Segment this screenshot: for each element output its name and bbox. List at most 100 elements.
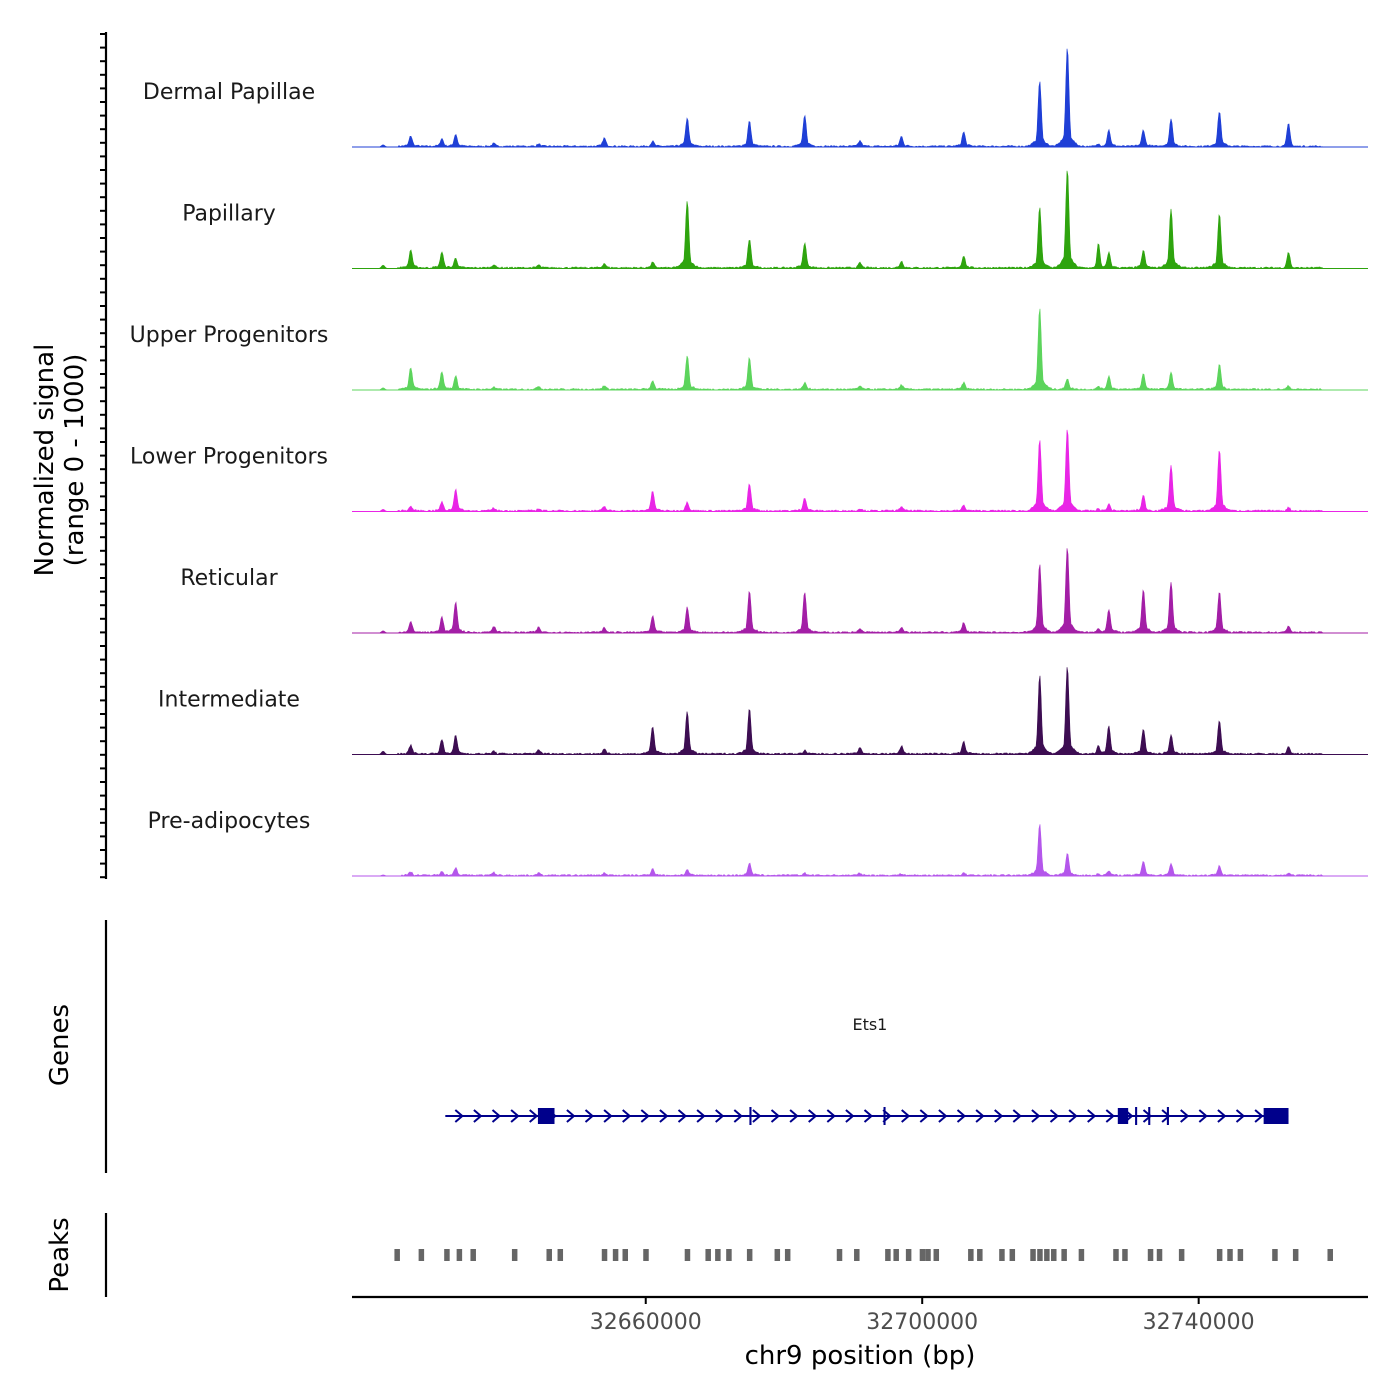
peak-region [1227,1249,1233,1261]
peak-region [1178,1249,1185,1261]
peak-region [715,1249,721,1261]
peak-region [746,1249,753,1261]
track-signal-area [352,667,1368,755]
peak-region [622,1249,629,1261]
gene-exon [883,1107,886,1125]
track-signal-area [352,548,1368,634]
gene-strand-arrow [1217,1109,1227,1123]
peak-region [557,1249,564,1261]
gene-strand-arrow [863,1109,874,1123]
peak-region [511,1249,518,1261]
track-signal-area [352,429,1368,512]
gene-label: Ets1 [852,1015,887,1034]
track-label: Pre-adipocytes [148,809,311,834]
peak-region [601,1249,608,1261]
gene-strand-arrow [1068,1109,1078,1123]
gene-strand-arrow [473,1109,483,1123]
peak-region [726,1249,732,1261]
x-tick-label: 32740000 [1143,1310,1255,1335]
track-signal-area [352,170,1368,269]
gene-strand-arrow [677,1109,688,1123]
peak-region [1051,1249,1057,1261]
gene-strand-arrow [454,1109,464,1123]
gene-strand-arrow [1049,1109,1060,1123]
peak-region [705,1249,711,1261]
peak-region [684,1249,691,1261]
peak-region [836,1249,843,1261]
track-label: Papillary [182,202,276,227]
gene-strand-arrow [994,1109,1004,1123]
peak-region [854,1249,860,1261]
gene-strand-arrow [584,1109,595,1123]
gene-strand-arrow [975,1109,985,1123]
gene-exon [1135,1107,1138,1125]
gene-strand-arrow [603,1109,613,1123]
gene-strand-arrow [1142,1109,1153,1123]
gene-strand-arrow [510,1109,520,1123]
peak-region [1009,1249,1016,1261]
x-axis-title: chr9 position (bp) [745,1341,976,1371]
gene-strand-arrow [1198,1109,1208,1123]
peak-region [1078,1249,1085,1261]
peak-region [1037,1249,1043,1261]
track-label: Upper Progenitors [130,323,329,348]
gene-exon [1263,1108,1289,1124]
peak-region [1327,1249,1333,1261]
gene-strand-arrow [659,1109,669,1123]
peak-region [394,1249,400,1261]
peak-region [1044,1249,1050,1261]
peak-region [905,1249,912,1261]
gene-strand-arrow [1012,1109,1022,1123]
gene-exon [1148,1107,1151,1125]
gene-strand-arrow [1031,1109,1041,1123]
peak-region [925,1249,931,1261]
gene-strand-arrow [770,1109,781,1123]
peak-region [643,1249,649,1261]
gene-strand-arrow [622,1109,632,1123]
gene-strand-arrow [491,1109,502,1123]
peak-region [418,1249,425,1261]
track-label: Intermediate [158,688,300,713]
peak-region [470,1249,476,1261]
gene-strand-arrow [808,1109,818,1123]
gene-strand-arrow [1180,1109,1190,1123]
peak-region [1113,1249,1119,1261]
peak-region [1147,1249,1154,1261]
gene-exon [1117,1108,1129,1124]
x-tick-label: 32700000 [866,1310,978,1335]
peak-region [1122,1249,1128,1261]
peak-region [456,1249,463,1261]
x-tick-label: 32660000 [590,1310,702,1335]
peak-region [933,1249,940,1261]
track-signal-area [352,48,1368,148]
track-label: Reticular [180,566,278,591]
peak-region [893,1249,899,1261]
gene-strand-arrow [789,1109,799,1123]
peak-region [774,1249,781,1261]
peak-region [968,1249,974,1261]
gene-strand-arrow [956,1109,967,1123]
track-signal-area [352,824,1368,877]
peak-region [885,1249,891,1261]
gene-strand-arrow [752,1109,762,1123]
gene-exon [1166,1107,1169,1125]
gene-strand-arrow [1087,1109,1097,1123]
peak-region [612,1249,619,1261]
peak-region [1237,1249,1244,1261]
peak-region [1156,1249,1163,1261]
peak-region [1061,1249,1067,1261]
track-signal-area [352,308,1368,391]
peak-region [999,1249,1005,1261]
gene-strand-arrow [826,1109,836,1123]
peak-region [977,1249,983,1261]
gene-strand-arrow [696,1109,706,1123]
peak-region [1272,1249,1278,1261]
gene-strand-arrow [1105,1109,1115,1123]
gene-strand-arrow [1161,1109,1171,1123]
gene-strand-arrow [1235,1109,1246,1123]
gene-strand-arrow [529,1109,539,1123]
peak-region [1030,1249,1036,1261]
peak-region [919,1249,926,1261]
